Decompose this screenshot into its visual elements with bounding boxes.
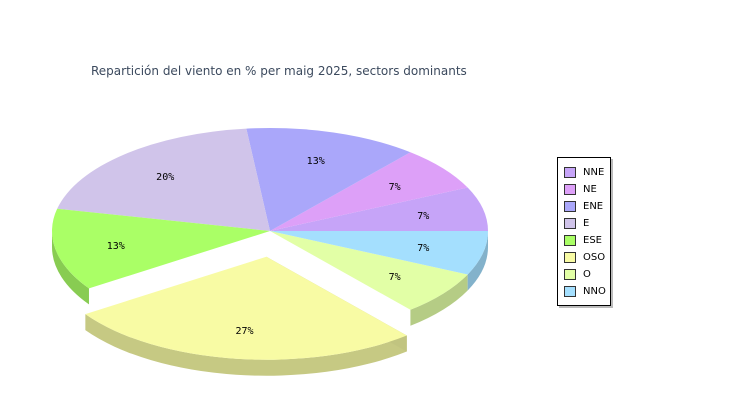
legend-item-ese: ESE [564, 233, 602, 247]
legend: NNE NE ENE E ESE OSO O NNO [557, 157, 611, 306]
data-label-nno: 7% [417, 243, 429, 254]
chart-title: Repartición del viento en % per maig 202… [91, 64, 467, 78]
legend-label: O [583, 268, 591, 280]
slice-o [270, 231, 468, 310]
legend-item-ne: NE [564, 182, 597, 196]
legend-item-nne: NNE [564, 165, 604, 179]
legend-swatch [564, 200, 576, 212]
slice-side-ese [51, 231, 89, 305]
legend-item-ene: ENE [564, 199, 603, 213]
legend-label: E [583, 217, 590, 229]
data-label-o: 7% [389, 272, 401, 283]
data-label-oso: 27% [235, 326, 253, 337]
slice-ese [51, 208, 270, 289]
slice-side-oso [85, 314, 407, 376]
legend-item-oso: OSO [564, 250, 605, 264]
data-label-e: 20% [156, 172, 174, 183]
pie-side-walls [51, 231, 488, 376]
data-label-ne: 7% [389, 182, 401, 193]
legend-item-nno: NNO [564, 284, 606, 298]
legend-swatch [564, 234, 576, 246]
legend-label: NNO [583, 285, 606, 297]
legend-item-o: O [564, 267, 591, 281]
slice-side-nno [467, 231, 488, 291]
legend-item-e: E [564, 216, 589, 230]
legend-label: ESE [583, 234, 602, 246]
data-label-nne: 7% [417, 211, 429, 222]
slice-nne [270, 187, 488, 231]
legend-swatch [564, 285, 576, 297]
legend-swatch [564, 268, 576, 280]
slice-e [57, 128, 270, 231]
legend-label: NE [583, 183, 597, 195]
legend-swatch [564, 217, 576, 229]
legend-label: OSO [583, 251, 606, 263]
slice-side-o [410, 274, 468, 326]
legend-swatch [564, 166, 576, 178]
legend-swatch [564, 251, 576, 263]
legend-swatch [564, 183, 576, 195]
data-label-ese: 13% [107, 241, 125, 252]
legend-label: ENE [583, 200, 604, 212]
slice-ene [246, 127, 411, 231]
slice-ne [270, 152, 468, 231]
slice-nno [270, 231, 488, 275]
legend-label: NNE [583, 166, 605, 178]
data-label-ene: 13% [307, 156, 325, 167]
slice-oso [85, 256, 407, 360]
